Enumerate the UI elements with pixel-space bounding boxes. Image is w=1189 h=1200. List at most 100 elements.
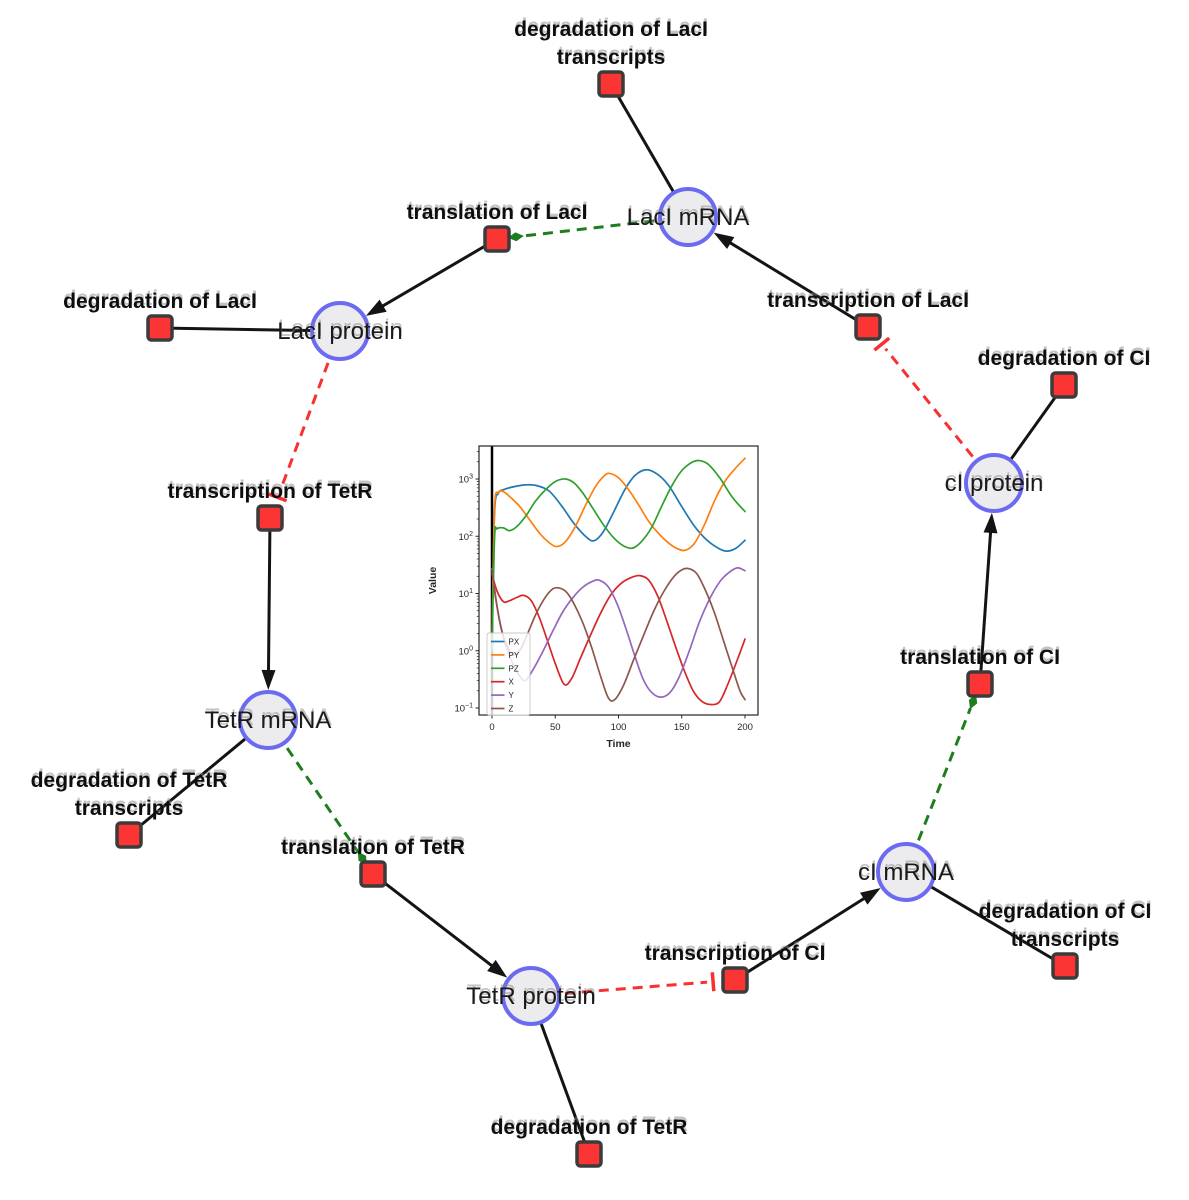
species-label-tetr_mrna: TetR mRNA: [205, 707, 332, 734]
species-label-ci_mrna-shadow: cI mRNA: [859, 856, 955, 883]
edge-production-transcr_tetr-tetr_mrna-arrowhead: [261, 669, 276, 691]
edge-production-transcr_laci-laci_mrna: [724, 238, 869, 329]
reaction-label-deg_tetr_tx-line2-shadow: transcripts: [75, 794, 184, 817]
reaction-node-deg_ci_tx[interactable]: [1051, 952, 1079, 980]
y-tick-label: 103: [459, 474, 474, 486]
x-tick-label: 100: [611, 722, 627, 733]
reaction-label-deg_laci-shadow: degradation of LacI: [64, 287, 258, 310]
legend-label-PY: PY: [509, 651, 520, 660]
x-tick-label: 200: [737, 722, 753, 733]
reaction-label-deg_laci_tx-line1-shadow: degradation of LacI: [515, 15, 709, 38]
x-tick-label: 0: [489, 722, 494, 733]
reaction-node-deg_laci_tx[interactable]: [597, 70, 625, 98]
labels-layer: degradation of LacI degradation of LacI tr…: [31, 15, 1152, 1139]
edge-production-transcr_ci-ci_mrna: [734, 894, 870, 982]
series-PZ: [491, 459, 746, 652]
edge-production-transcr_ci-ci_mrna-arrowhead: [859, 888, 881, 905]
edge-consumption-laci_protein-deg_laci: [159, 326, 341, 333]
edge-production-transl_laci-laci_protein-arrowhead: [365, 299, 387, 316]
reaction-node-transl_laci[interactable]: [483, 225, 511, 253]
edge-modifier-laci_mrna-transl_laci-diamond: [507, 232, 524, 242]
species-label-ci_protein-shadow: cI protein: [945, 467, 1044, 494]
species-label-laci_mrna: LacI mRNA: [627, 204, 750, 231]
edge-modifier-ci_mrna-transl_ci-diamond: [968, 694, 978, 710]
reaction-node-transl_ci[interactable]: [966, 670, 994, 698]
reaction-label-transl_laci-shadow: translation of LacI: [407, 198, 588, 221]
species-node-laci_protein[interactable]: [310, 301, 370, 361]
legend-label-PX: PX: [509, 638, 520, 647]
reaction-node-transcr_ci[interactable]: [721, 966, 749, 994]
species-label-laci_protein: LacI protein: [277, 318, 402, 345]
reaction-label-transcr_tetr-shadow: transcription of TetR: [168, 477, 373, 500]
reaction-label-transl_tetr-shadow: translation of TetR: [282, 833, 466, 856]
species-label-laci_mrna-shadow: LacI mRNA: [627, 201, 750, 228]
y-axis-label: Value: [427, 567, 439, 595]
edge-consumption-ci_mrna-deg_ci_tx: [905, 870, 1066, 968]
edge-consumption-tetr_mrna-deg_tetr_tx: [128, 718, 269, 837]
edge-production-transl_laci-laci_protein: [377, 237, 498, 311]
reaction-label-deg_tetr: degradation of TetR: [491, 1116, 688, 1139]
reaction-label-deg_ci_tx-line2-shadow: transcripts: [1011, 925, 1120, 948]
nodes-layer: [115, 70, 1079, 1168]
reaction-label-transcr_ci-shadow: transcription of CI: [645, 939, 826, 962]
reaction-node-transcr_tetr[interactable]: [256, 504, 284, 532]
species-node-tetr_mrna[interactable]: [238, 690, 298, 750]
reaction-label-deg_tetr_tx-line2: transcripts: [75, 797, 184, 820]
reaction-label-deg_tetr-shadow: degradation of TetR: [491, 1113, 688, 1136]
species-label-tetr_mrna-shadow: TetR mRNA: [205, 704, 332, 731]
edge-inhibition-laci_protein-transcr_tetr: [278, 330, 342, 493]
species-node-laci_mrna[interactable]: [658, 187, 718, 247]
species-label-ci_mrna: cI mRNA: [858, 859, 954, 886]
x-tick-label: 150: [674, 722, 690, 733]
legend-label-Z: Z: [509, 705, 514, 714]
species-node-ci_mrna[interactable]: [876, 842, 936, 902]
y-tick-label: 101: [459, 588, 474, 600]
reaction-label-transl_laci: translation of LacI: [407, 201, 588, 224]
edge-production-transcr_laci-laci_mrna-arrowhead: [713, 232, 735, 250]
y-tick-label: 102: [459, 531, 474, 543]
y-tick-label: 100: [459, 645, 474, 657]
legend: PX PY PZ XYZ: [486, 632, 531, 716]
reaction-label-transcr_laci: transcription of LacI: [767, 289, 969, 312]
legend-label-Y: Y: [509, 691, 515, 700]
species-node-tetr_protein[interactable]: [501, 966, 561, 1026]
species-label-tetr_protein: TetR protein: [466, 983, 595, 1010]
reaction-node-transl_tetr[interactable]: [359, 860, 387, 888]
edge-inhibition-ci_protein-transcr_laci-tbar: [873, 336, 891, 352]
reaction-node-deg_tetr[interactable]: [575, 1140, 603, 1168]
x-axis-label: Time: [606, 738, 630, 750]
reaction-label-deg_laci_tx-line1: degradation of LacI: [514, 18, 708, 41]
edge-inhibition-laci_protein-transcr_tetr-tbar: [268, 492, 288, 503]
reaction-label-transl_ci-shadow: translation of CI: [901, 643, 1061, 666]
reaction-label-transl_tetr: translation of TetR: [281, 836, 465, 859]
species-label-laci_protein-shadow: LacI protein: [278, 315, 403, 342]
reaction-node-deg_tetr_tx[interactable]: [115, 821, 143, 849]
species-node-ci_protein[interactable]: [964, 453, 1024, 513]
series-X: [491, 573, 746, 706]
reaction-label-deg_laci_tx-line2: transcripts: [557, 46, 666, 69]
plot-frame: [478, 445, 759, 716]
edge-modifier-laci_mrna-transl_laci: [522, 215, 689, 238]
reaction-label-transcr_tetr: transcription of TetR: [168, 480, 373, 503]
species-label-ci_protein: cI protein: [945, 470, 1044, 497]
legend-label-X: X: [509, 678, 515, 687]
edge-production-transcr_tetr-tetr_mrna: [266, 517, 272, 677]
series-PY: [491, 457, 746, 648]
reaction-label-transcr_ci: transcription of CI: [645, 942, 826, 965]
reaction-node-deg_laci[interactable]: [146, 314, 174, 342]
species-label-tetr_protein-shadow: TetR protein: [467, 980, 596, 1007]
reaction-label-deg_ci_tx-line2: transcripts: [1011, 928, 1120, 951]
x-tick-label: 50: [550, 722, 561, 733]
edge-modifier-ci_mrna-transl_ci: [904, 707, 972, 873]
reaction-label-deg_ci_tx-line1: degradation of CI: [979, 900, 1152, 923]
reaction-label-deg_tetr_tx-line1: degradation of TetR: [31, 769, 228, 792]
edge-production-transl_ci-ci_protein: [978, 526, 993, 685]
reaction-node-transcr_laci[interactable]: [854, 313, 882, 341]
edge-production-transl_ci-ci_protein-arrowhead: [983, 512, 998, 534]
reaction-label-deg_ci_tx-line1-shadow: degradation of CI: [979, 897, 1152, 920]
reaction-node-deg_ci[interactable]: [1050, 371, 1078, 399]
reaction-label-deg_ci: degradation of CI: [978, 347, 1151, 370]
curves-layer: [491, 457, 746, 706]
